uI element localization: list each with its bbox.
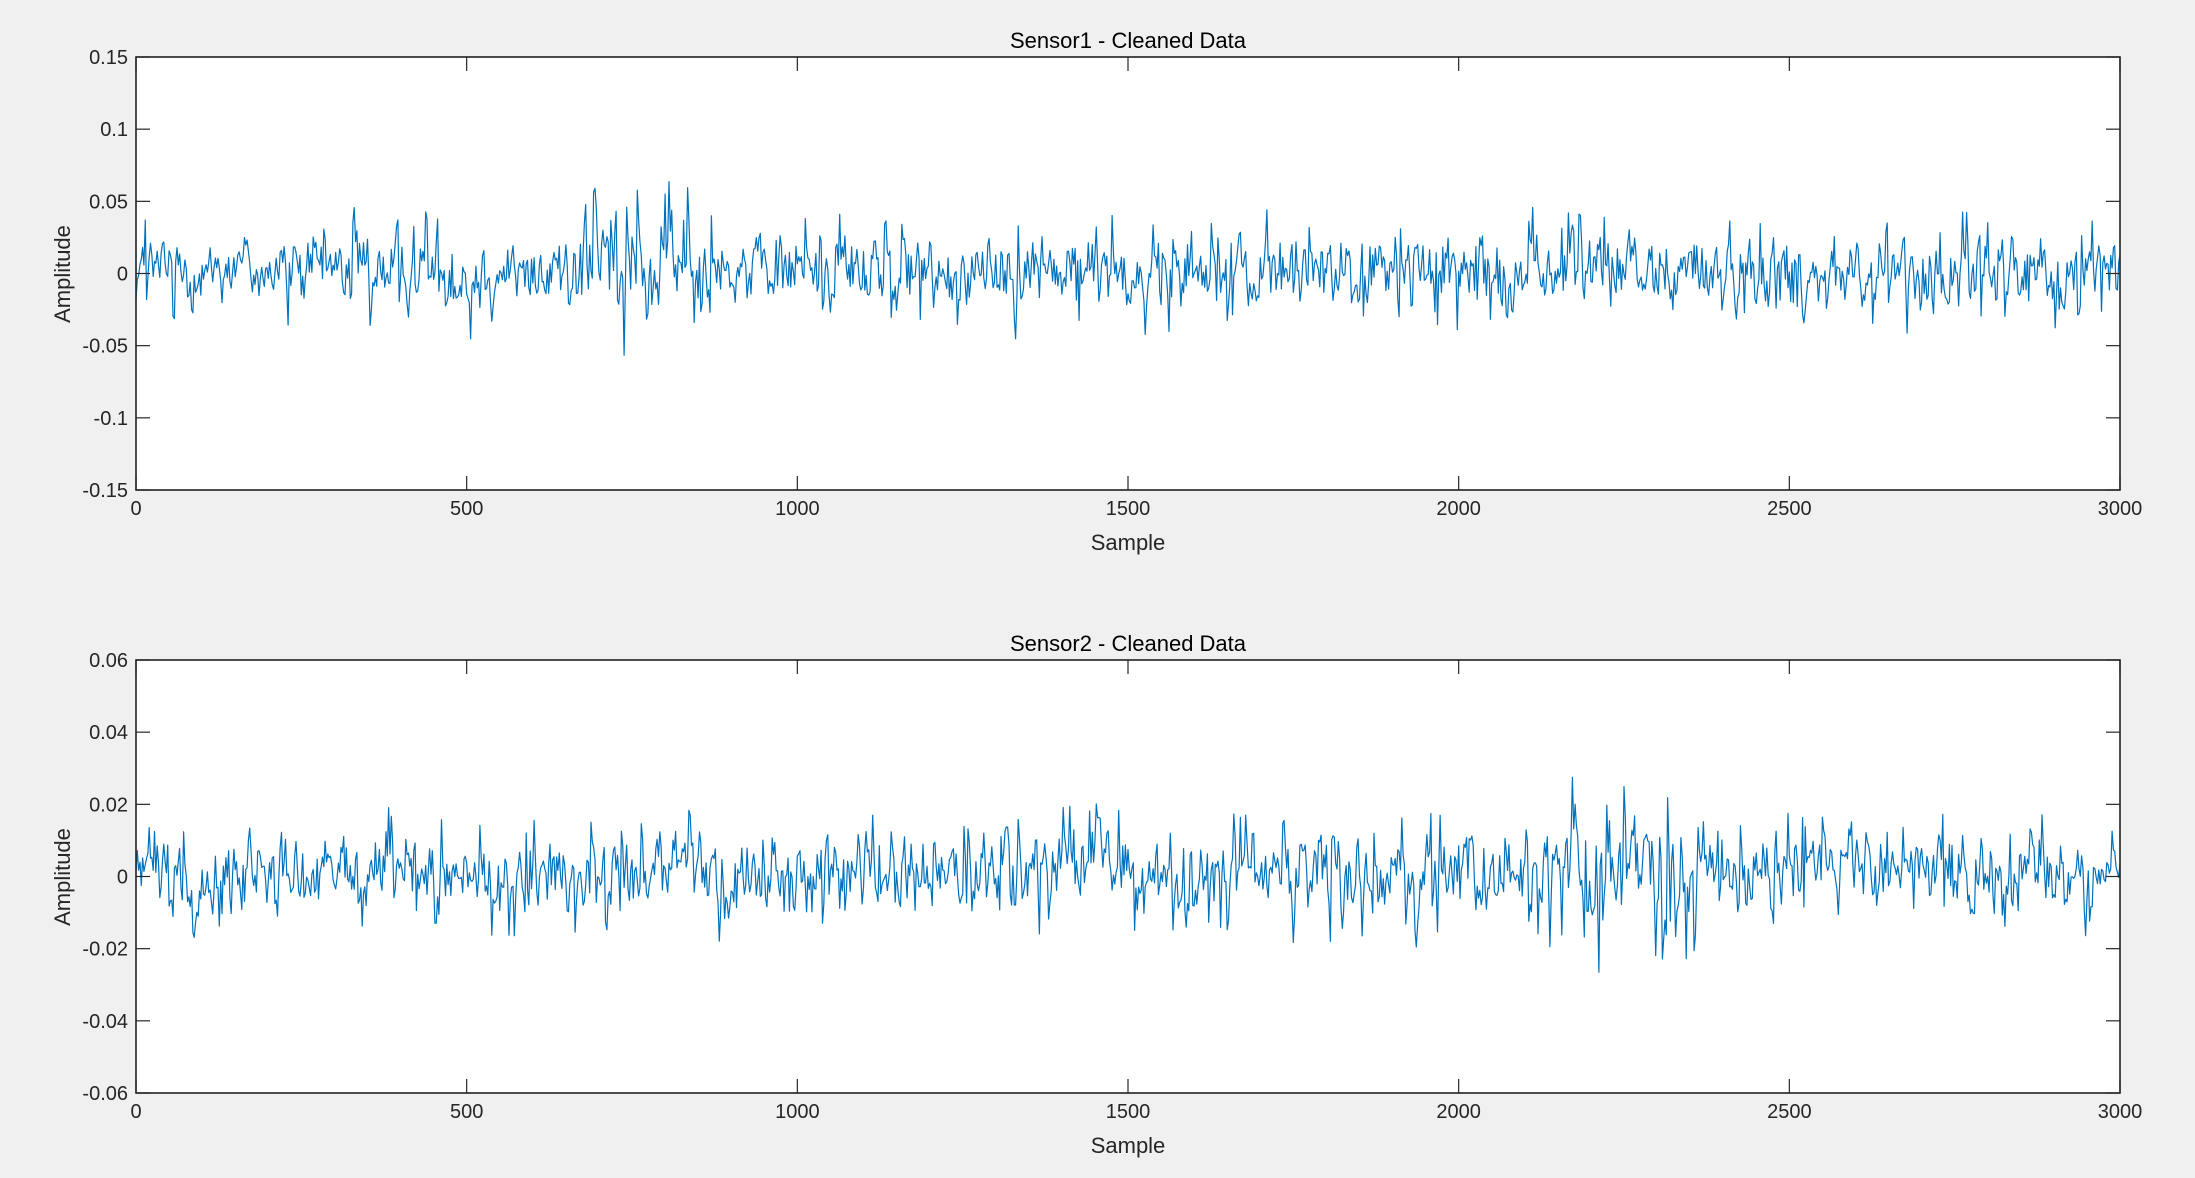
xticks-sensor1: 0 500 1000 1500 2000 2500 3000 — [130, 57, 2142, 520]
y-tick-label: -0.15 — [82, 480, 128, 502]
subplot-sensor1: 0 500 1000 1500 2000 2500 3000 -0.15-0.1-0.050… — [50, 28, 2142, 555]
x-tick-label: 500 — [450, 498, 483, 520]
x-tick-label: 3000 — [2098, 1101, 2143, 1123]
x-axis-label-sensor1: Sample — [1091, 530, 1166, 555]
signal-line-sensor2 — [135, 776, 2121, 973]
x-tick-label: 1000 — [775, 1101, 820, 1123]
y-tick-label: -0.06 — [82, 1083, 128, 1105]
y-tick-label: 0.1 — [100, 119, 128, 141]
y-tick-label: 0 — [117, 867, 128, 889]
axes-box-sensor2 — [135, 659, 2121, 1094]
y-tick-label: 0.02 — [89, 794, 128, 816]
x-tick-label: 500 — [450, 1101, 483, 1123]
x-axis-label-sensor2: Sample — [1091, 1133, 1166, 1158]
yticks-sensor2: -0.06 -0.04 -0.02 0 0.02 0.04 0.06 — [82, 650, 2120, 1105]
signal-line-sensor1 — [135, 181, 2121, 356]
x-tick-label: 0 — [130, 498, 141, 520]
chart-title-sensor2: Sensor2 - Cleaned Data — [1010, 631, 1247, 656]
x-tick-label: 2500 — [1767, 498, 1812, 520]
y-tick-label: 0.15 — [89, 47, 128, 69]
xticks-sensor2: 0 500 1000 1500 2000 2500 3000 — [130, 660, 2142, 1123]
y-tick-label: -0.04 — [82, 1011, 128, 1033]
x-tick-label: 2000 — [1436, 1101, 1481, 1123]
x-tick-label: 1500 — [1106, 498, 1151, 520]
y-tick-label: 0.04 — [89, 722, 128, 744]
x-tick-label: 2500 — [1767, 1101, 1812, 1123]
subplot-sensor2: 0 500 1000 1500 2000 2500 3000 -0.06 -0.04 -0.02… — [50, 631, 2142, 1158]
x-tick-label: 1000 — [775, 498, 820, 520]
chart-title-sensor1: Sensor1 - Cleaned Data — [1010, 28, 1247, 53]
x-tick-label: 0 — [130, 1101, 141, 1123]
yticks-sensor1: -0.15 -0.1 -0.05 0 0.05 0.1 0.15 — [82, 47, 2120, 502]
x-tick-label: 1500 — [1106, 1101, 1151, 1123]
y-axis-label-sensor1: Amplitude — [50, 225, 75, 323]
x-tick-label: 2000 — [1436, 498, 1481, 520]
x-tick-label: 3000 — [2098, 498, 2143, 520]
y-tick-label: 0 — [117, 264, 128, 286]
y-tick-label: 0.06 — [89, 650, 128, 672]
y-axis-label-sensor2: Amplitude — [50, 828, 75, 926]
y-tick-label: 0.05 — [89, 191, 128, 213]
y-tick-label: -0.02 — [82, 939, 128, 961]
y-tick-label: -0.1 — [94, 408, 128, 430]
y-tick-label: -0.05 — [82, 336, 128, 358]
